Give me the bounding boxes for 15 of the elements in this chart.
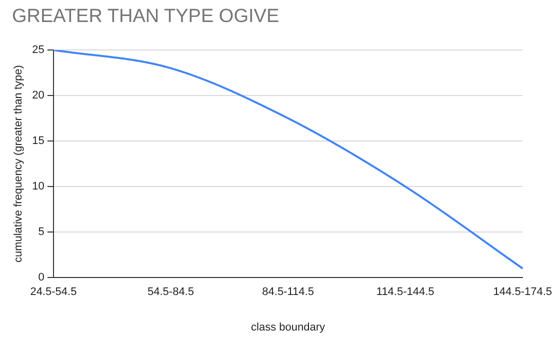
x-axis-title: class boundary xyxy=(251,321,326,334)
y-tick-label: 5 xyxy=(38,226,44,238)
y-tick-label: 25 xyxy=(32,44,44,56)
x-tick-label: 24.5-54.5 xyxy=(30,286,77,298)
line-series xyxy=(52,50,524,270)
chart-title: GREATER THAN TYPE OGIVE xyxy=(12,6,280,28)
y-tick-label: 20 xyxy=(32,90,44,102)
x-tick-label: 144.5-174.5 xyxy=(493,286,552,298)
y-axis-title: cumulative frequency (greater than type) xyxy=(12,65,25,263)
x-tick-label: 84.5-114.5 xyxy=(262,286,314,298)
y-tick-label: 15 xyxy=(32,135,44,148)
y-tick-label: 0 xyxy=(38,272,44,284)
y-tick-label: 10 xyxy=(32,180,44,193)
x-tick-label: 114.5-144.5 xyxy=(376,286,434,298)
x-tick-label: 54.5-84.5 xyxy=(147,286,194,298)
